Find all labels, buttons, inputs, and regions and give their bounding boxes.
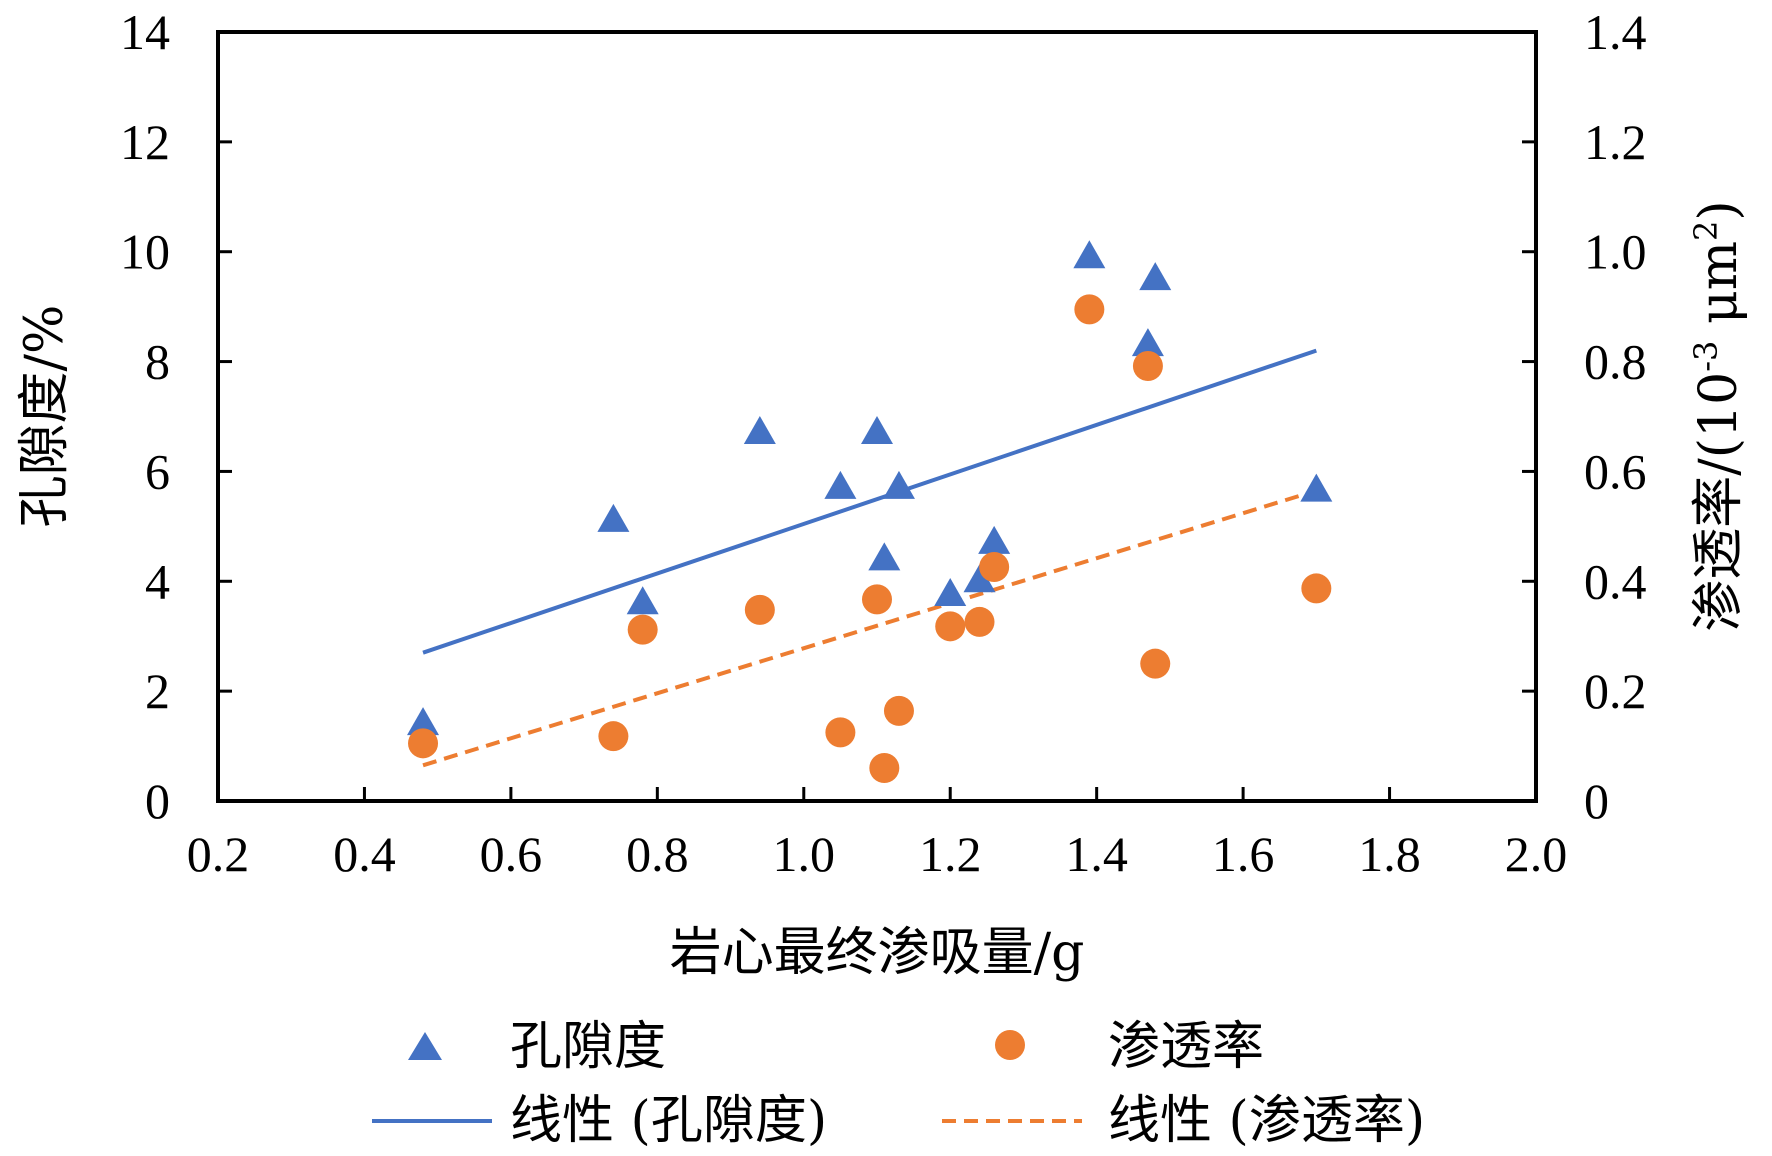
y-left-tick-label: 6 [145,443,170,499]
permeability-point [1140,648,1171,679]
permeability-point [1301,573,1332,604]
legend-label-permeability: 渗透率 [1108,1017,1264,1077]
y-left-tick-label: 10 [120,224,170,280]
x-tick-label: 1.8 [1358,826,1421,882]
y-right-tick-label: 0.8 [1584,334,1647,390]
x-tick-label: 1.4 [1065,826,1128,882]
y-right-tick-label: 1.4 [1584,4,1647,60]
porosity-point [1073,240,1106,269]
permeability-point [744,594,775,625]
permeability-point [825,717,856,748]
y-right-tick-label: 1.2 [1584,114,1647,170]
y-left-tick-label: 8 [145,334,170,390]
porosity-point [934,578,967,607]
y-left-tick-label: 0 [145,773,170,829]
y-left-axis-title: 孔隙度/% [15,305,75,528]
permeability-point [935,611,966,642]
permeability-point [1132,350,1163,381]
x-tick-label: 0.6 [480,826,543,882]
y-right-tick-label: 0 [1584,773,1609,829]
x-tick-label: 0.2 [187,826,250,882]
y-left-tick-label: 12 [120,114,170,170]
x-tick-label: 1.0 [773,826,836,882]
y-right-tick-label: 0.2 [1584,663,1647,719]
legend-marker-permeability [995,1030,1025,1060]
porosity-point [1139,262,1172,291]
porosity-point [868,542,901,571]
y-left-axis-ticks: 0 2 4 6 8 10 12 14 [120,4,232,829]
data-points [407,240,1333,784]
x-axis-title: 岩心最终渗吸量/g [670,923,1085,983]
y-left-tick-label: 2 [145,663,170,719]
permeability-point [979,552,1010,583]
y-right-title-sup1: -3 [1687,341,1725,372]
permeability-point [862,584,892,615]
porosity-point [597,503,630,532]
porosity-point [743,415,776,444]
legend-marker-porosity [408,1032,442,1060]
y-left-tick-label: 14 [120,4,170,60]
porosity-point [882,470,915,499]
legend-label-trend-permeability: 线性 (渗透率) [1108,1091,1425,1151]
y-right-tick-label: 0.6 [1584,443,1647,499]
x-tick-label: 0.8 [626,826,689,882]
y-right-title-end: ) [1689,200,1749,220]
permeability-point [964,606,995,637]
trendline-permeability [422,488,1317,768]
permeability-point [883,695,914,726]
trendlines [422,348,1317,768]
x-axis-ticks: 0.2 0.4 0.6 0.8 1.0 1.2 1.4 1.6 1.8 2.0 [187,787,1568,882]
permeability-point [1074,294,1105,325]
legend-label-trend-porosity: 线性 (孔隙度) [510,1091,827,1151]
y-right-tick-label: 1.0 [1584,224,1647,280]
x-tick-label: 2.0 [1505,826,1568,882]
y-right-axis-ticks: 0 0.2 0.4 0.6 0.8 1.0 1.2 1.4 [1522,4,1647,829]
legend-label-porosity: 孔隙度 [510,1017,666,1077]
plot-frame [216,30,1538,803]
y-right-title-sup2: 2 [1687,221,1725,241]
porosity-point [824,470,857,499]
porosity-point [407,707,440,736]
legend: 孔隙度 渗透率 线性 (孔隙度) 线性 (渗透率) [372,1017,1425,1151]
x-tick-label: 0.4 [333,826,396,882]
y-right-axis-title: 渗透率/(10-3 μm2) [1687,200,1749,631]
permeability-point [598,721,629,752]
permeability-point [408,728,439,759]
x-tick-label: 1.6 [1212,826,1275,882]
porosity-point [963,564,996,593]
trendline-porosity [422,348,1317,655]
porosity-point [626,586,659,615]
y-right-title-mid: μm [1689,241,1749,341]
permeability-point [627,614,658,645]
porosity-point [978,525,1011,554]
porosity-point [861,415,893,444]
permeability-point [869,753,900,784]
x-tick-label: 1.2 [919,826,982,882]
y-left-tick-label: 4 [145,553,170,609]
porosity-point [1131,328,1164,357]
y-right-tick-label: 0.4 [1584,553,1647,609]
y-right-title-main: 渗透率/(10 [1689,372,1749,632]
porosity-point [1300,473,1333,502]
